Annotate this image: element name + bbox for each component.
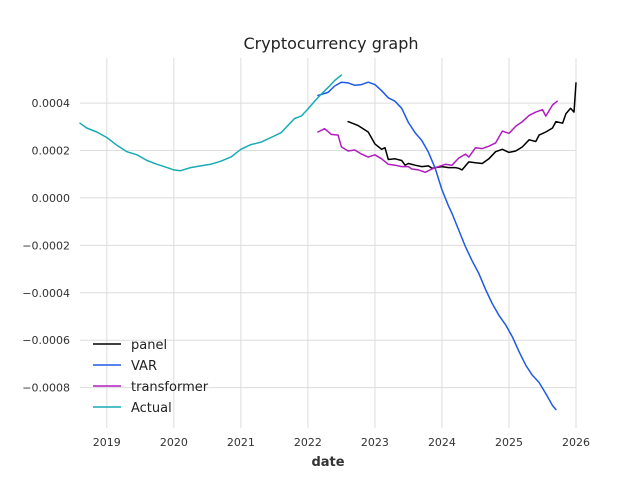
series-line-transformer [317, 100, 558, 174]
legend-label-transformer: transformer [131, 380, 209, 395]
legend-label-var: VAR [131, 359, 157, 374]
gridlines [80, 58, 577, 428]
y-tick-label: −0.0002 [22, 239, 70, 252]
y-tick-label: 0.0004 [32, 97, 71, 110]
chart-title: Cryptocurrency graph [243, 34, 418, 53]
y-tick-label: −0.0004 [22, 287, 70, 300]
y-tick-label: −0.0008 [22, 382, 70, 395]
y-tick-label: 0.0000 [32, 192, 71, 205]
x-tick-label: 2026 [562, 436, 590, 449]
y-tick-label: 0.0002 [32, 145, 71, 158]
x-axis-label: date [311, 455, 344, 470]
x-tick-label: 2019 [93, 436, 121, 449]
series-line-var [317, 81, 557, 411]
x-tick-label: 2023 [361, 436, 389, 449]
x-tick-label: 2021 [227, 436, 255, 449]
x-tick-label: 2020 [160, 436, 188, 449]
y-axis-ticks: −0.0008 −0.0006 −0.0004 −0.0002 0.0000 0.0002… [22, 97, 70, 395]
series-line-panel [347, 82, 577, 171]
x-tick-label: 2022 [294, 436, 322, 449]
x-axis-ticks: 2019 2020 2021 2022 2023 2024 2025 2026 [93, 436, 590, 449]
y-tick-label: −0.0006 [22, 334, 70, 347]
legend-label-panel: panel [131, 338, 167, 353]
legend-label-actual: Actual [131, 401, 172, 416]
x-tick-label: 2025 [495, 436, 523, 449]
series-line-actual [79, 74, 343, 172]
x-tick-label: 2024 [428, 436, 456, 449]
legend: panel VAR transformer Actual [93, 338, 209, 416]
series-lines [79, 74, 577, 411]
